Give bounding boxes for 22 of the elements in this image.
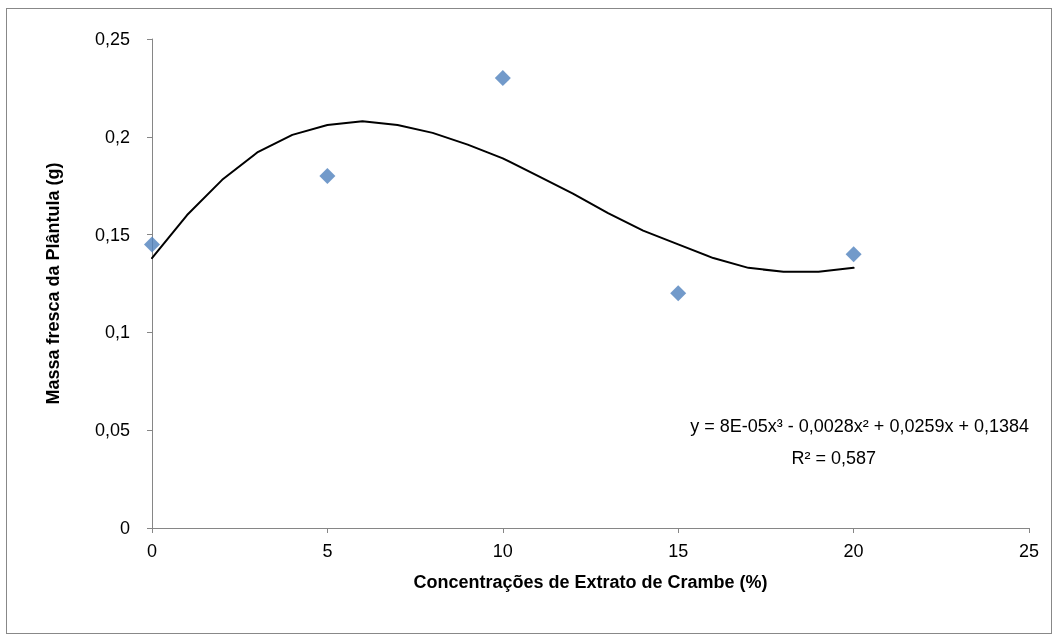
x-tick-label: 15 (668, 541, 689, 561)
y-tick-label: 0,1 (104, 322, 130, 343)
point (670, 285, 687, 302)
x-tick-label: 20 (843, 541, 864, 561)
x-tick-label: 25 (1018, 541, 1040, 561)
y-tick-label: 0,15 (94, 224, 130, 245)
point (319, 167, 336, 184)
x-axis-title: Concentrações de Extrato de Crambe (%) (413, 572, 768, 592)
y-axis-title: Massa fresca da Plântula (g) (43, 162, 63, 405)
y-tick-label: 0,05 (94, 420, 130, 441)
point (144, 236, 160, 253)
x-tick-label: 10 (492, 541, 513, 561)
x-tick-label: 0 (146, 541, 158, 561)
y-tick-label: 0 (119, 518, 130, 538)
x-tick-label: 5 (322, 541, 333, 561)
annotation: y = 8E-05x³ - 0,0028x² + 0,0259x + 0,1384 (690, 416, 1030, 436)
y-tick-label: 0,25 (94, 29, 130, 49)
line-series (151, 120, 855, 273)
y-tick-label: 0,2 (104, 126, 130, 147)
point (494, 70, 511, 87)
annotation: R² = 0,587 (791, 448, 877, 468)
point (845, 246, 862, 263)
